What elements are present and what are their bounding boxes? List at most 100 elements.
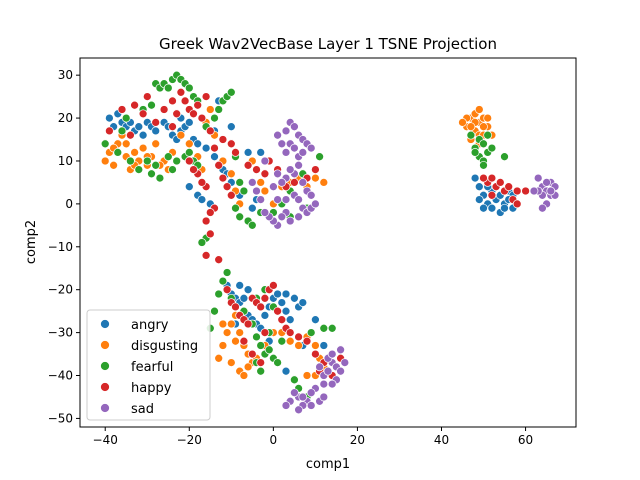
data-point-fearful xyxy=(147,169,156,179)
data-point-disgusting xyxy=(483,113,493,123)
data-point-happy xyxy=(479,173,488,183)
data-point-disgusting xyxy=(218,341,228,350)
data-point-fearful xyxy=(184,83,194,93)
data-point-happy xyxy=(256,302,266,312)
legend-box xyxy=(86,309,211,421)
legend-marker-fearful xyxy=(100,361,110,371)
data-point-sad xyxy=(542,178,551,187)
legend-label-disgusting: disgusting xyxy=(131,339,198,354)
data-point-fearful xyxy=(210,113,219,123)
data-point-angry xyxy=(273,289,282,299)
legend-label-fearful: fearful xyxy=(131,360,173,375)
data-point-fearful xyxy=(214,289,224,299)
data-point-happy xyxy=(231,302,240,312)
data-point-sad xyxy=(260,156,270,166)
data-point-angry xyxy=(197,195,207,204)
data-point-disgusting xyxy=(458,118,467,127)
data-point-angry xyxy=(290,293,299,303)
data-point-angry xyxy=(193,139,203,149)
data-point-angry xyxy=(184,182,194,192)
data-point-sad xyxy=(290,388,299,398)
data-point-sad xyxy=(315,362,324,372)
data-point-sad xyxy=(273,195,282,204)
data-point-angry xyxy=(487,203,497,213)
x-tick-label: −20 xyxy=(177,433,202,447)
data-point-sad xyxy=(533,173,543,183)
data-point-happy xyxy=(252,165,261,174)
data-point-angry xyxy=(247,203,257,213)
data-point-disgusting xyxy=(235,328,245,337)
data-point-disgusting xyxy=(256,178,266,187)
data-point-fearful xyxy=(290,375,299,385)
data-point-happy xyxy=(277,315,287,325)
data-points xyxy=(100,70,560,415)
data-point-happy xyxy=(487,190,497,200)
data-point-happy xyxy=(117,105,127,114)
data-point-disgusting xyxy=(479,122,488,132)
data-point-sad xyxy=(298,392,308,402)
data-point-fearful xyxy=(218,276,228,286)
data-point-happy xyxy=(210,143,219,153)
data-point-happy xyxy=(243,160,253,170)
data-point-happy xyxy=(205,126,215,136)
data-point-angry xyxy=(226,122,236,132)
x-tick-label: 40 xyxy=(434,433,449,447)
data-point-disgusting xyxy=(121,139,131,149)
data-point-disgusting xyxy=(319,178,329,187)
data-point-angry xyxy=(474,182,484,192)
data-point-fearful xyxy=(319,323,329,333)
data-point-happy xyxy=(214,255,224,265)
data-point-fearful xyxy=(483,130,493,140)
data-point-fearful xyxy=(113,148,123,157)
data-point-sad xyxy=(298,148,308,157)
data-point-angry xyxy=(235,281,245,290)
data-point-happy xyxy=(189,165,198,174)
data-point-sad xyxy=(281,126,291,136)
data-point-disgusting xyxy=(205,105,215,114)
data-point-sad xyxy=(252,186,261,196)
data-point-fearful xyxy=(197,238,207,247)
data-point-sad xyxy=(269,182,278,192)
legend-marker-angry xyxy=(100,319,110,329)
data-point-fearful xyxy=(315,152,324,162)
y-tick-label: 10 xyxy=(58,154,73,168)
data-point-sad xyxy=(281,195,291,204)
data-point-happy xyxy=(512,199,522,209)
data-point-sad xyxy=(323,366,333,376)
data-point-fearful xyxy=(184,148,194,157)
data-point-disgusting xyxy=(285,336,295,346)
data-point-happy xyxy=(205,229,215,239)
data-point-fearful xyxy=(121,113,131,123)
data-point-happy xyxy=(142,92,152,101)
data-point-fearful xyxy=(235,212,245,222)
data-point-fearful xyxy=(252,332,261,342)
data-point-happy xyxy=(311,349,320,359)
data-point-angry xyxy=(210,152,219,162)
data-point-sad xyxy=(260,208,270,217)
data-point-sad xyxy=(277,178,287,187)
data-point-happy xyxy=(172,109,182,119)
data-point-happy xyxy=(189,109,198,119)
data-point-angry xyxy=(105,113,114,123)
data-point-fearful xyxy=(117,126,127,136)
data-point-disgusting xyxy=(466,122,476,132)
data-point-angry xyxy=(201,143,211,153)
data-point-disgusting xyxy=(311,173,320,183)
data-point-happy xyxy=(218,135,228,144)
data-point-happy xyxy=(218,173,228,183)
data-point-happy xyxy=(159,105,169,114)
x-axis-label: comp1 xyxy=(306,457,350,472)
data-point-sad xyxy=(327,349,337,359)
data-point-fearful xyxy=(256,366,266,376)
data-point-sad xyxy=(327,379,337,389)
data-point-sad xyxy=(281,148,291,157)
data-point-angry xyxy=(281,289,291,299)
data-point-fearful xyxy=(163,152,173,162)
data-point-sad xyxy=(290,122,299,132)
y-axis-label: comp2 xyxy=(24,220,39,264)
y-tick-label: −10 xyxy=(48,240,73,254)
data-point-sad xyxy=(290,143,299,153)
chart-title: Greek Wav2VecBase Layer 1 TSNE Projectio… xyxy=(159,35,497,53)
data-point-sad xyxy=(294,405,303,415)
data-point-sad xyxy=(247,178,257,187)
